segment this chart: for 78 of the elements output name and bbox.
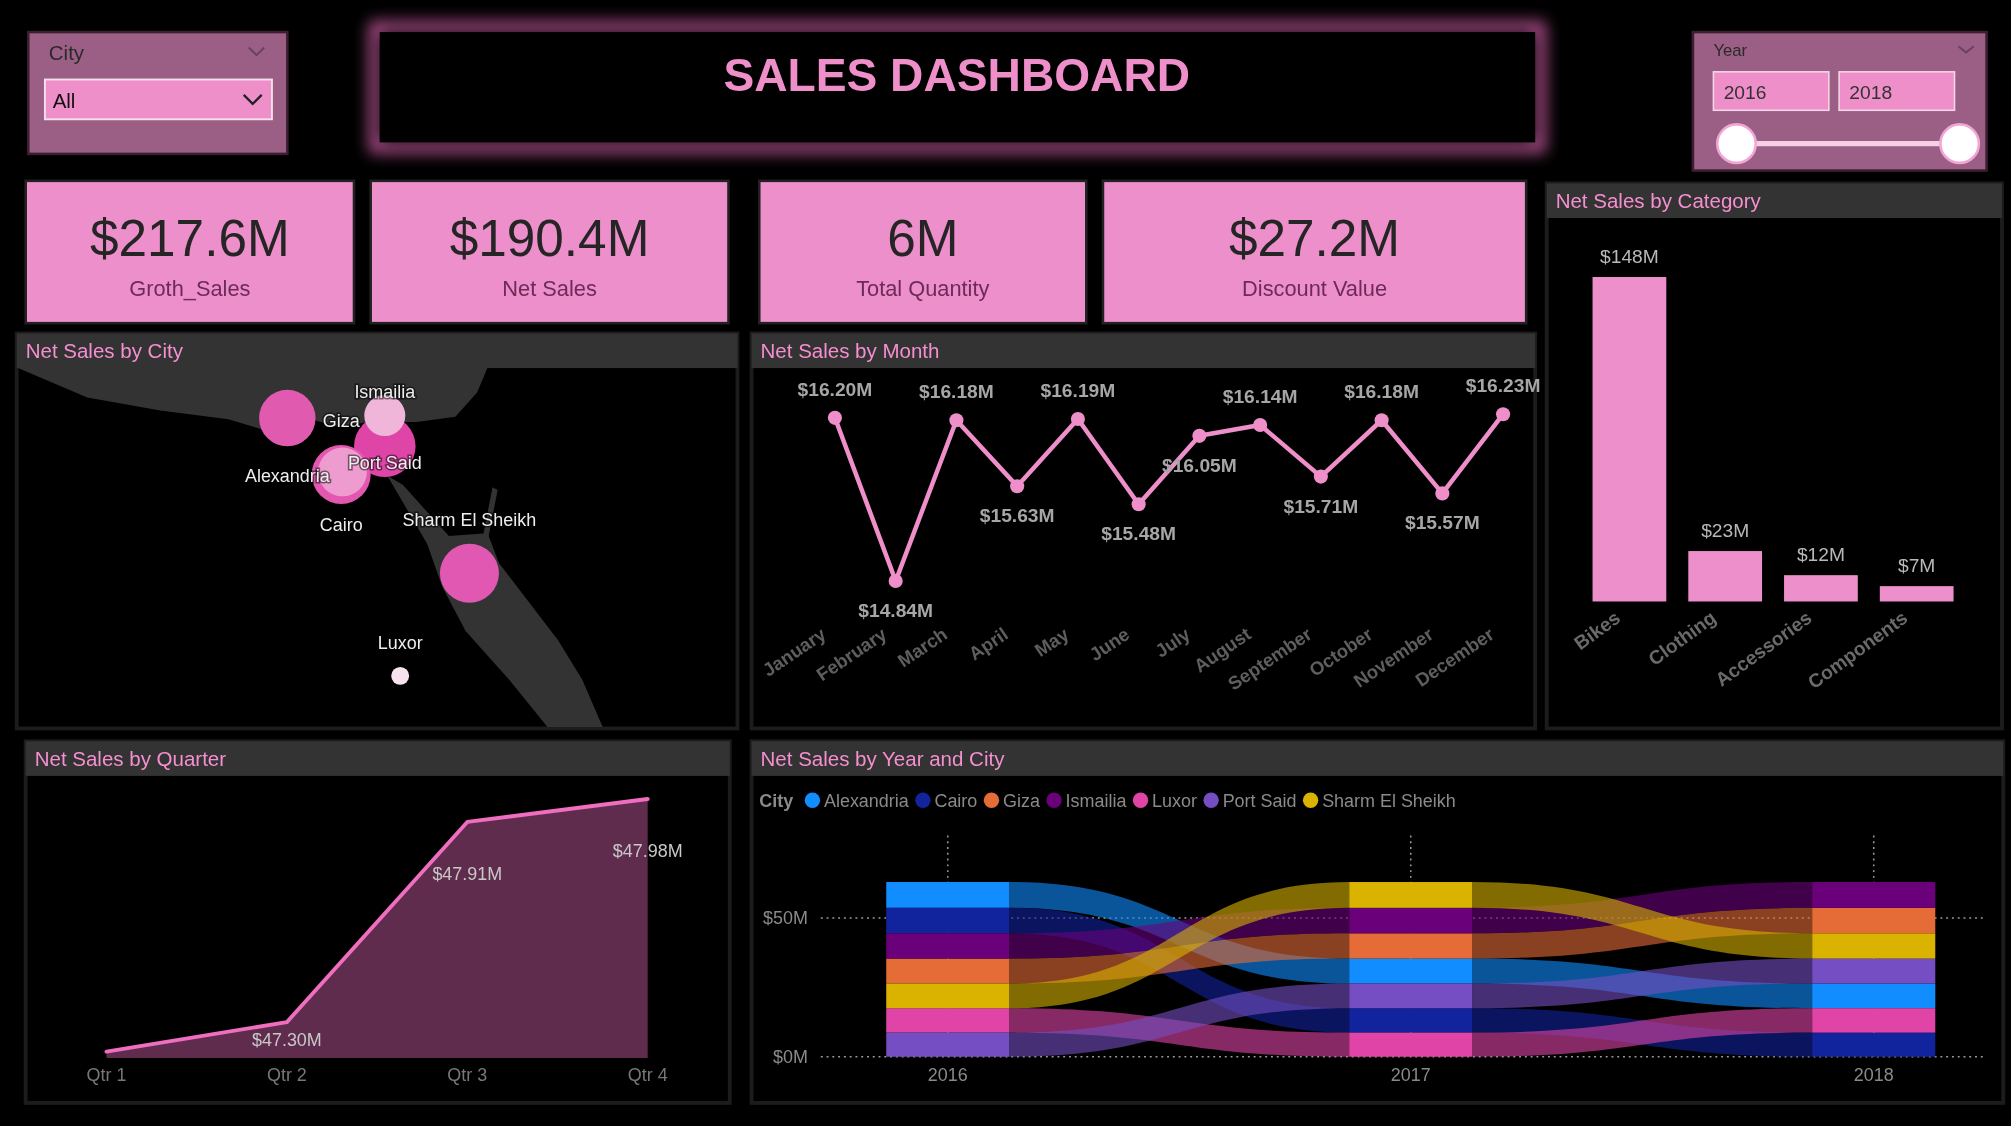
text: Year — [1713, 41, 1748, 61]
text: 2016 — [1723, 81, 1767, 103]
category-label: Luxor — [377, 632, 423, 653]
text: Groth_Sales — [129, 276, 251, 302]
x-tick-label: May — [1030, 622, 1073, 661]
data-label: $16.18M — [1344, 381, 1420, 403]
point — [1313, 469, 1328, 484]
text: SALES DASHBOARD — [723, 49, 1191, 102]
point — [1131, 497, 1146, 512]
category-label: Cairo — [319, 514, 363, 535]
y-tick-label: $0M — [773, 1047, 808, 1068]
point — [1010, 479, 1025, 494]
text: $27.2M — [1229, 210, 1401, 268]
legend-label: Giza — [1003, 790, 1040, 811]
text: City — [48, 41, 85, 65]
x-tick-label: June — [1085, 623, 1134, 665]
x-tick-label: Qtr 2 — [266, 1065, 307, 1086]
category-label: Ismailia — [354, 381, 416, 402]
text: 2018 — [1849, 81, 1893, 103]
data-label: $23M — [1701, 519, 1750, 541]
chart-title: Net Sales by Category — [1555, 188, 1762, 212]
data-label: $16.14M — [1222, 386, 1298, 408]
data-label: $16.23M — [1465, 375, 1541, 397]
legend-label: Port Said — [1222, 790, 1297, 811]
x-tick-label: July — [1151, 622, 1195, 662]
legend-label: Sharm El Sheikh — [1322, 790, 1456, 811]
data-label: $16.19M — [1040, 380, 1116, 402]
bar — [1592, 277, 1667, 602]
point — [1070, 411, 1085, 427]
data-label: $16.20M — [797, 379, 873, 401]
category-label: Sharm El Sheikh — [402, 509, 537, 530]
bar — [1879, 586, 1954, 602]
category-label: Giza — [322, 411, 360, 432]
legend-label: Cairo — [934, 790, 978, 811]
chart-title: Net Sales by Year and City — [760, 746, 1006, 770]
data-label: $47.91M — [432, 863, 503, 884]
text: $217.6M — [90, 210, 290, 268]
point — [949, 413, 964, 428]
x-tick-label: Qtr 4 — [627, 1065, 668, 1086]
x-tick-label: Qtr 1 — [86, 1065, 127, 1086]
data-label: $16.18M — [919, 381, 994, 403]
y-tick-label: $50M — [763, 908, 808, 929]
bar — [1688, 551, 1763, 602]
legend-label: Alexandria — [823, 790, 909, 811]
point — [1192, 428, 1207, 443]
data-label: $14.84M — [858, 599, 934, 621]
data-label: $47.30M — [251, 1030, 322, 1051]
chart-title: Net Sales by Quarter — [34, 746, 227, 770]
x-tick-label: Qtr 3 — [447, 1065, 488, 1086]
x-tick-label: 2018 — [1853, 1065, 1894, 1086]
text: Total Quantity — [856, 276, 990, 302]
legend-label: Luxor — [1152, 790, 1197, 811]
bar — [1784, 575, 1858, 602]
point — [1253, 417, 1268, 433]
point — [827, 410, 842, 425]
text: All — [52, 88, 76, 112]
text: Net Sales — [502, 276, 597, 302]
point — [1496, 407, 1511, 422]
data-label: $148M — [1600, 245, 1659, 267]
data-label: $12M — [1796, 544, 1845, 566]
data-label: $15.57M — [1404, 512, 1480, 534]
legend-label: Ismailia — [1065, 790, 1127, 811]
point — [888, 573, 903, 588]
text: 6M — [887, 210, 959, 268]
text: $190.4M — [449, 210, 650, 268]
data-label: $15.71M — [1283, 495, 1359, 517]
data-label: $15.48M — [1101, 523, 1177, 545]
chart-title: Net Sales by Month — [760, 338, 940, 362]
legend-title: City — [759, 790, 794, 811]
data-label: $7M — [1897, 555, 1936, 577]
text: Discount Value — [1242, 276, 1388, 302]
x-tick-label: 2016 — [927, 1065, 968, 1086]
point — [1435, 486, 1450, 501]
point — [1374, 413, 1389, 428]
x-tick-label: 2017 — [1390, 1065, 1431, 1086]
data-label: $15.63M — [979, 505, 1055, 527]
text: Net Sales by City — [25, 338, 184, 362]
data-label: $47.98M — [612, 840, 683, 861]
